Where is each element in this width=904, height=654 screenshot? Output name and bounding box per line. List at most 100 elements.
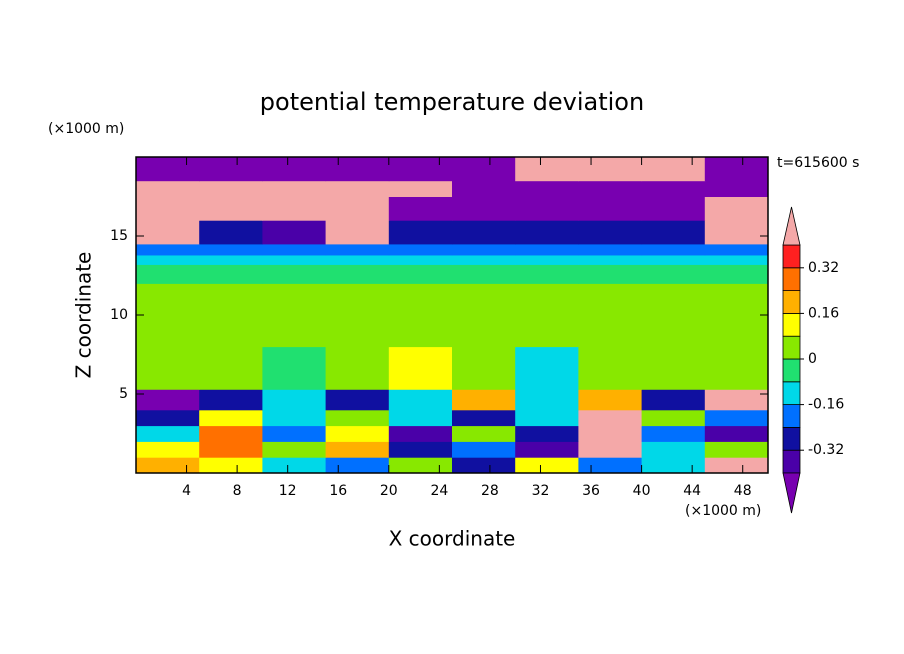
field-cell [388,457,453,474]
field-cell [136,243,200,256]
field-cell [578,157,643,182]
field-cell [515,243,579,256]
field-cell [452,254,516,265]
field-cell [452,441,516,458]
x-tick-label: 48 [734,483,752,499]
field-cell [578,254,643,265]
field-cell [452,196,516,221]
field-cell [515,457,579,474]
field-cell [641,441,706,458]
x-tick-label: 16 [329,483,347,499]
field-cell [136,389,200,411]
field-cell [199,196,263,221]
field-cell [578,243,643,256]
field-cell [578,425,643,442]
field-cell [199,254,263,265]
x-tick-label: 24 [430,483,448,499]
colorbar-box [782,358,801,383]
field-cell [325,409,390,427]
field-cell [388,196,453,221]
field-cell [136,441,200,458]
field-cell [136,425,200,442]
x-tick-label: 40 [633,483,651,499]
field-cell [199,283,263,348]
field-cell [199,346,263,390]
field-cell [452,220,516,245]
field-cell [262,254,327,265]
field-cell [704,254,769,265]
field-cell [641,346,706,390]
field-cell [452,346,516,390]
x-unit: (×1000 m) [685,503,761,519]
x-tick-label: 4 [182,483,191,499]
y-tick-label: 5 [119,386,128,402]
field-cell [262,264,327,284]
field-cell [515,157,579,182]
field-cell [136,283,200,348]
x-tick-label: 12 [279,483,297,499]
field-cell [641,196,706,221]
x-tick-label: 32 [532,483,550,499]
field-cell [515,220,579,245]
colorbar-extend-top [782,206,801,246]
field-cell [515,283,579,348]
field-cell [452,409,516,427]
field-cell [452,283,516,348]
y-axis-label: Z coordinate [72,252,96,379]
x-tick-label: 28 [481,483,499,499]
field-cell [515,264,579,284]
colorbar-box [782,267,801,291]
field-cell [578,389,643,411]
field-cell [578,180,643,197]
field-cell [388,409,453,427]
field-cell [515,425,579,442]
field-cell [262,283,327,348]
field [136,157,769,474]
field-cell [136,254,200,265]
field-cell [199,457,263,474]
field-cell [704,389,769,411]
field-cell [388,441,453,458]
field-cell [199,180,263,197]
x-axis-label: X coordinate [389,527,516,551]
field-cell [641,157,706,182]
chart-title: potential temperature deviation [260,88,644,116]
field-cell [641,180,706,197]
field-cell [578,196,643,221]
field-cell [325,196,390,221]
field-cell [262,243,327,256]
field-cell [325,441,390,458]
field-cell [262,346,327,390]
field-cell [704,243,769,256]
field-cell [325,389,390,411]
colorbar-tick-label: -0.32 [808,442,844,458]
field-cell [262,425,327,442]
time-label: t=615600 s [777,155,859,171]
field-cell [578,441,643,458]
field-cell [262,180,327,197]
field-cell [262,157,327,182]
colorbar-box [782,404,801,428]
field-cell [452,425,516,442]
field-cell [641,389,706,411]
field-cell [515,180,579,197]
field-cell [641,457,706,474]
colorbar-box [782,426,801,451]
field-cell [199,157,263,182]
field-cell [325,264,390,284]
field-cell [641,425,706,442]
field-cell [325,243,390,256]
field-cell [199,220,263,245]
field-cell [515,254,579,265]
field-cell [388,346,453,390]
colorbar-box [782,335,801,360]
field-cell [262,196,327,221]
field-cell [262,441,327,458]
field-cell [388,254,453,265]
field-cell [388,425,453,442]
field-cell [325,425,390,442]
field-cell [388,220,453,245]
field-cell [388,389,453,411]
field-cell [704,457,769,474]
field-cell [452,180,516,197]
